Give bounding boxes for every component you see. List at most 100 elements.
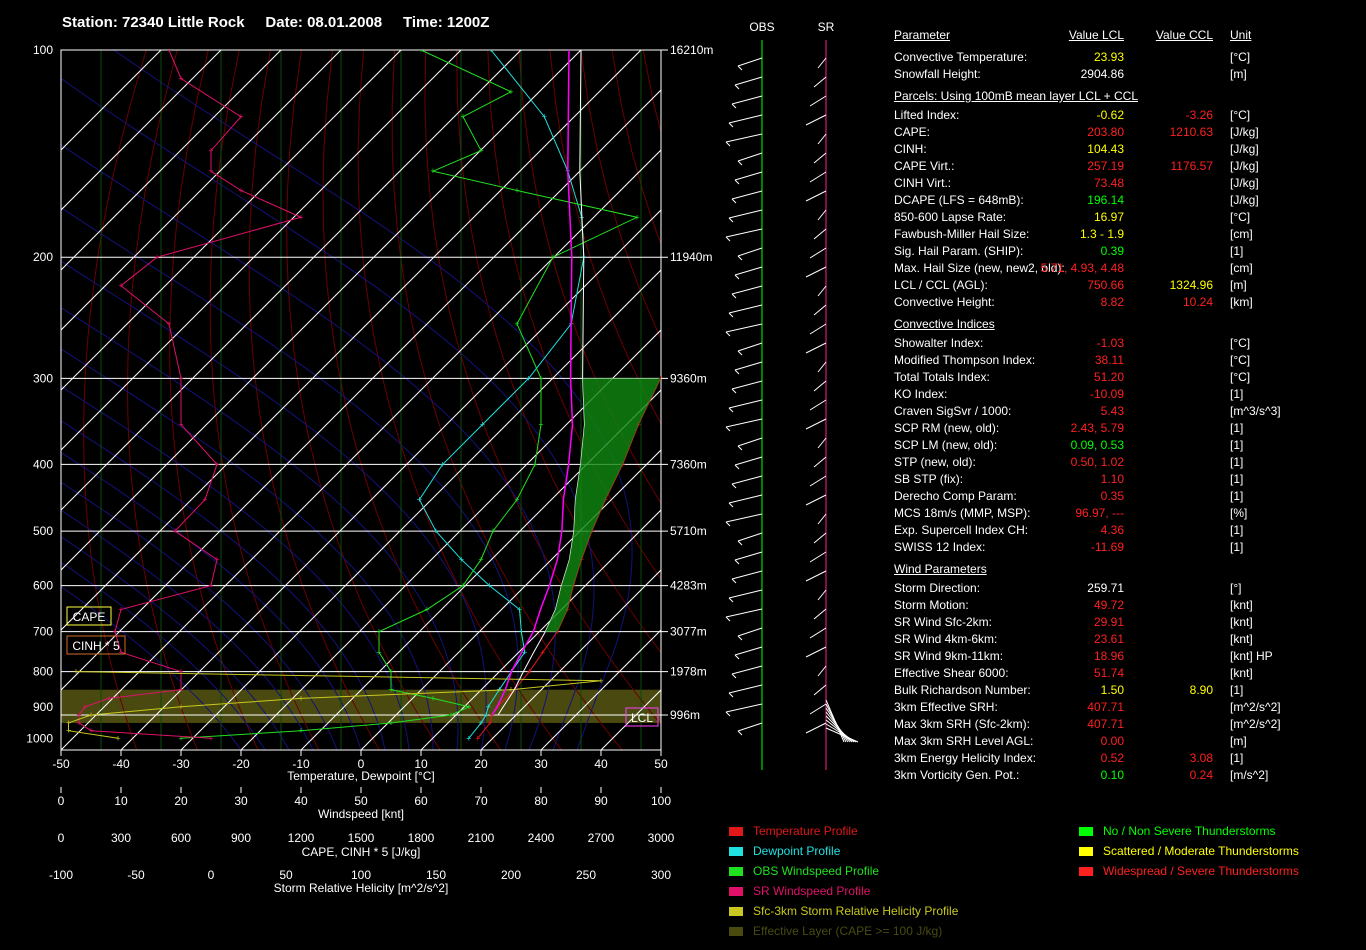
sr-wind-barb xyxy=(813,608,827,620)
obs-wind-barb xyxy=(725,418,763,428)
obs-wind-barb xyxy=(728,304,763,314)
obs-windspeed-line-point: + xyxy=(418,45,423,55)
sr-wind-barb xyxy=(805,494,827,506)
obs-wind-barb xyxy=(728,494,763,504)
parameter-row: CINH: 104.43 [J/kg] xyxy=(894,142,1274,158)
parameter-label: Lifted Index: xyxy=(894,108,960,122)
cape-tick-label: 2400 xyxy=(528,831,555,845)
unit-label: [°C] xyxy=(1230,370,1251,384)
parameter-row: STP (new, old): 0.50, 1.02 [1] xyxy=(894,455,1274,471)
sr-wind-barb xyxy=(813,380,827,392)
value-lcl: 0.10 xyxy=(1100,768,1124,782)
unit-label: [km] xyxy=(1230,295,1253,309)
unit-label: [1] xyxy=(1230,472,1244,486)
dewpoint-line-point: + xyxy=(487,581,492,591)
isotherm xyxy=(61,50,642,631)
moist-adiabat xyxy=(61,307,459,750)
helicity-tick-label: 250 xyxy=(576,868,596,882)
value-ccl: 10.24 xyxy=(1182,295,1213,309)
moist-adiabat xyxy=(61,77,595,750)
sr-wind-barb xyxy=(817,285,827,297)
obs-wind-barb xyxy=(737,342,763,352)
obs-windspeed-line-point: + xyxy=(298,726,303,736)
unit-label: [m^2/s^2] xyxy=(1230,700,1281,714)
parameter-label: Exp. Supercell Index CH: xyxy=(894,523,1029,537)
obs-wind-barb-flag xyxy=(731,293,737,299)
unit-label: [m] xyxy=(1230,734,1247,748)
helicity-line-point: + xyxy=(66,718,71,728)
height-label: 9360m xyxy=(670,371,707,385)
parameter-label: CINH Virt.: xyxy=(894,176,952,190)
parameter-label: SB STP (fix): xyxy=(894,472,964,486)
legend-item-profile: Effective Layer (CAPE >= 100 J/kg) xyxy=(729,924,942,938)
windspeed-tick-label: 50 xyxy=(354,794,368,808)
unit-label: [°C] xyxy=(1230,210,1251,224)
unit-label: [knt] HP xyxy=(1230,649,1273,663)
page-title: Station: 72340 Little Rock Date: 08.01.2… xyxy=(62,14,489,31)
dry-adiabat xyxy=(322,50,502,750)
legend-swatch xyxy=(729,867,743,877)
parameter-label: STP (new, old): xyxy=(894,455,976,469)
unit-label: [J/kg] xyxy=(1230,159,1259,173)
value-ccl: 1176.57 xyxy=(1170,159,1214,173)
value-ccl: -3.26 xyxy=(1185,108,1213,122)
helicity-tick-label: 100 xyxy=(351,868,371,882)
height-label: 7360m xyxy=(670,457,707,471)
obs-wind-barb-flag xyxy=(725,426,731,432)
legend-label: Temperature Profile xyxy=(753,824,858,838)
sr-windspeed-line-point: + xyxy=(172,526,177,536)
parameter-label: CAPE Virt.: xyxy=(894,159,955,173)
parameter-row: CAPE Virt.: 257.19 1176.57 [J/kg] xyxy=(894,159,1274,175)
unit-label: [cm] xyxy=(1230,261,1253,275)
dewpoint-line-point: + xyxy=(488,45,493,55)
sr-windspeed-line-point: + xyxy=(82,702,87,712)
value-lcl: 96.97, --- xyxy=(1075,506,1124,520)
value-lcl: 38.11 xyxy=(1094,353,1124,367)
windspeed-tick-label: 100 xyxy=(651,794,671,808)
dewpoint-line-point: + xyxy=(478,718,483,728)
sr-windspeed-line-point: + xyxy=(118,605,123,615)
windspeed-axis-label: Windspeed [knt] xyxy=(318,807,404,821)
parameter-label: Bulk Richardson Number: xyxy=(894,683,1031,697)
legend-swatch xyxy=(1079,827,1093,837)
obs-wind-barb xyxy=(725,133,763,143)
pressure-tick-label: 1000 xyxy=(26,731,53,745)
sr-windspeed-line-point: + xyxy=(238,185,243,195)
moist-adiabat xyxy=(61,207,519,750)
dewpoint-line-point: + xyxy=(459,555,464,565)
parameter-label: MCS 18m/s (MMP, MSP): xyxy=(894,506,1031,520)
obs-windspeed-line-point: + xyxy=(550,252,555,262)
legend-label: OBS Windspeed Profile xyxy=(753,864,880,878)
temperature-line-point: + xyxy=(571,581,576,591)
windspeed-tick-label: 70 xyxy=(474,794,488,808)
temperature-line xyxy=(477,376,661,739)
isotherm xyxy=(61,50,342,331)
unit-label: [m^3/s^3] xyxy=(1230,404,1281,418)
obs-windspeed-line-point: + xyxy=(514,185,519,195)
legend-label: Scattered / Moderate Thunderstorms xyxy=(1103,844,1299,858)
parameter-label: Max 3km SRH Level AGL: xyxy=(894,734,1034,748)
parameter-row: 3km Effective SRH: 407.71 [m^2/s^2] xyxy=(894,700,1281,716)
isotherm xyxy=(300,389,661,750)
parameter-row: 3km Vorticity Gen. Pot.: 0.10 0.24 [m/s^2] xyxy=(894,768,1274,784)
legend-label: No / Non Severe Thunderstorms xyxy=(1103,824,1276,838)
parameter-row: Max 3km SRH Level AGL: 0.00 [m] xyxy=(894,734,1274,750)
value-ccl: 1210.63 xyxy=(1169,125,1213,139)
sr-wind-barb xyxy=(805,190,827,202)
unit-label: [1] xyxy=(1230,421,1244,435)
pressure-tick-label: 900 xyxy=(33,700,53,714)
sr-windspeed-line-point: + xyxy=(208,581,213,591)
obs-windspeed-line-point: + xyxy=(448,710,453,720)
dewpoint-line-point: + xyxy=(519,627,524,637)
sr-windspeed-line-point: + xyxy=(88,726,93,736)
obs-wind-barb-flag xyxy=(734,274,740,280)
pressure-tick-label: 400 xyxy=(33,457,53,471)
sr-low-barb xyxy=(825,711,851,743)
unit-label: [m^2/s^2] xyxy=(1230,717,1281,731)
windspeed-tick-label: 60 xyxy=(414,794,428,808)
parameter-row: Fawbush-Miller Hail Size: 1.3 - 1.9 [cm] xyxy=(894,227,1274,243)
helicity-line-point: + xyxy=(73,667,78,677)
cape-tick-label: 1200 xyxy=(288,831,315,845)
parameter-label: Storm Motion: xyxy=(894,598,969,612)
obs-wind-barb-flag xyxy=(737,445,743,451)
